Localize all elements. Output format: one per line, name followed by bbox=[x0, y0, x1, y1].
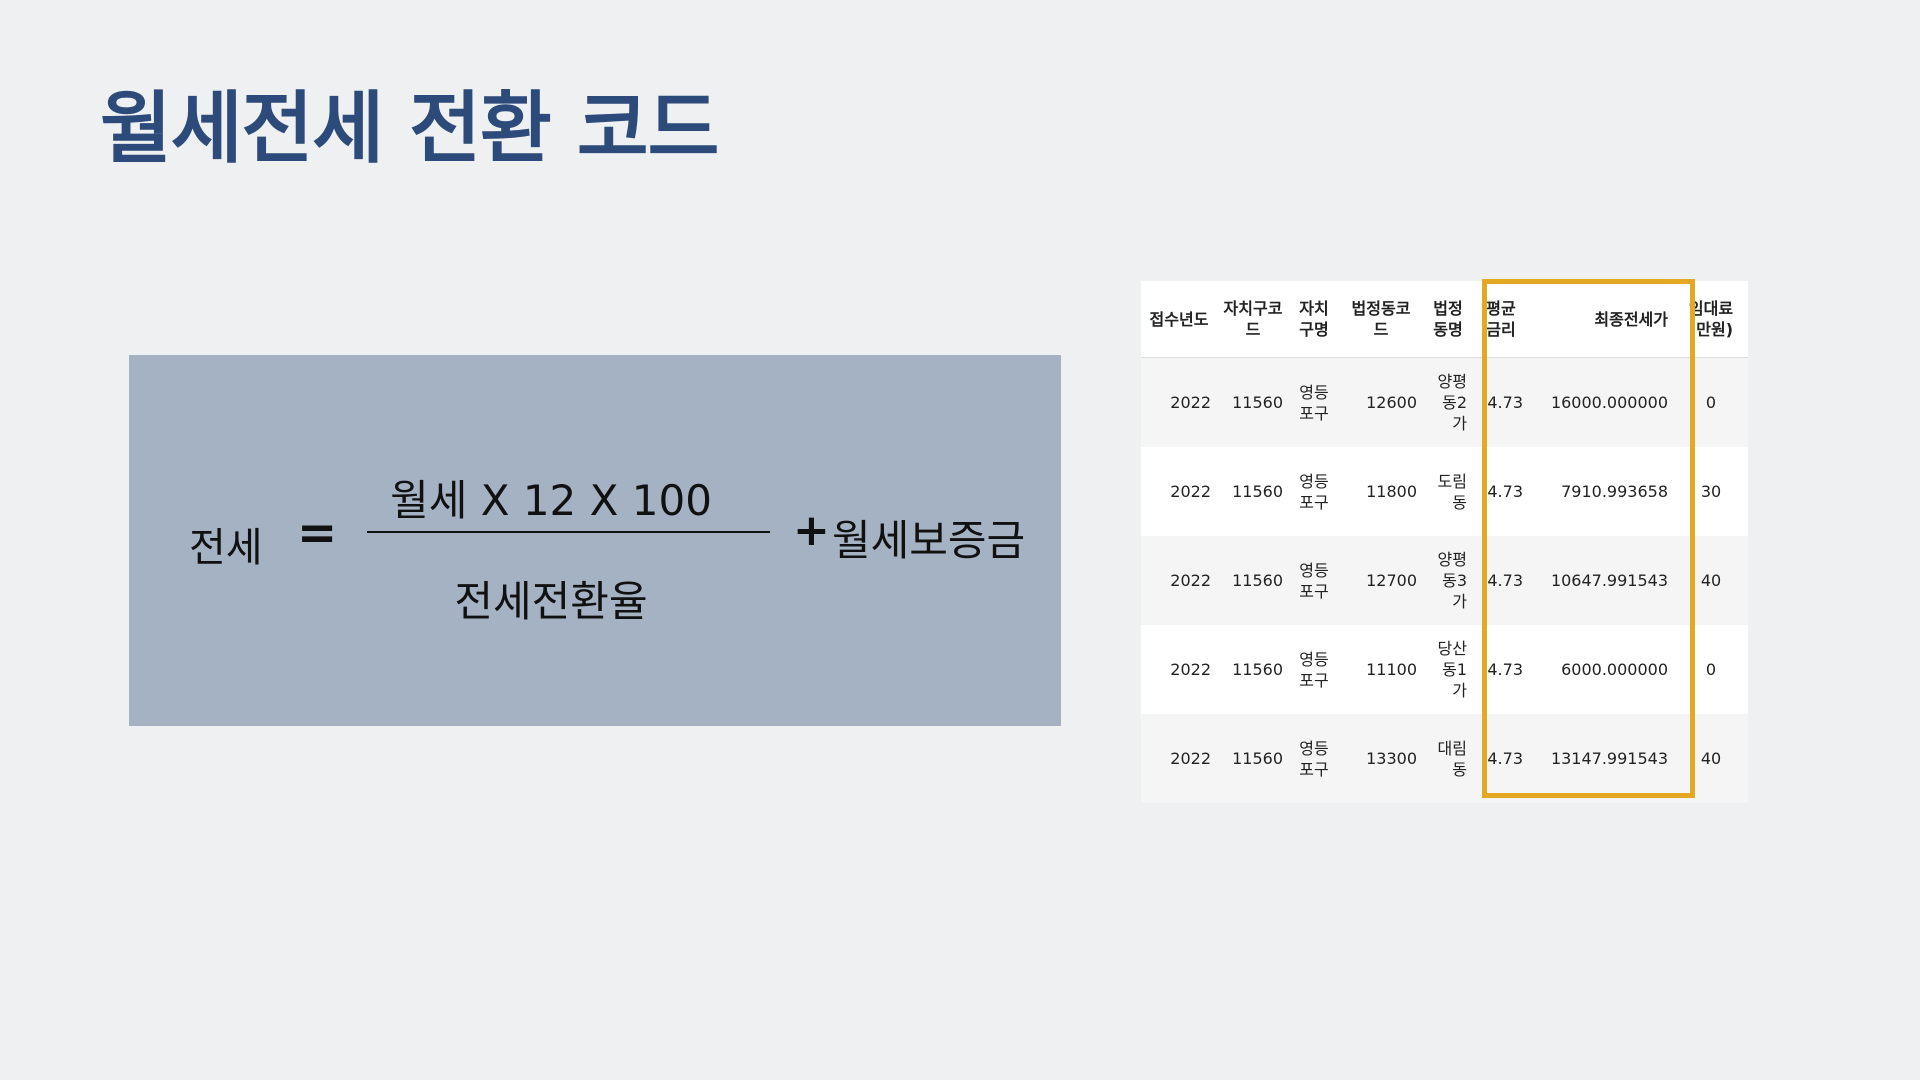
table-cell: 40 bbox=[1674, 714, 1748, 803]
table-cell: 13147.991543 bbox=[1529, 714, 1674, 803]
formula-numerator: 월세 X 12 X 100 bbox=[390, 476, 712, 525]
column-header: 평균금리 bbox=[1473, 281, 1529, 358]
table-cell: 11560 bbox=[1217, 536, 1289, 625]
table-cell: 7910.993658 bbox=[1529, 447, 1674, 536]
table-header-row: 접수년도 자치구코드 자치구명 법정동코드 법정동명 평균금리 최종전세가 임대… bbox=[1141, 281, 1748, 358]
table-cell: 0 bbox=[1674, 357, 1748, 447]
table-cell: 2022 bbox=[1141, 447, 1217, 536]
table-cell: 4.73 bbox=[1473, 536, 1529, 625]
formula-plus: + bbox=[793, 505, 830, 556]
column-header: 최종전세가 bbox=[1529, 281, 1674, 358]
table-cell: 12600 bbox=[1339, 357, 1423, 447]
column-header: 임대료(만원) bbox=[1674, 281, 1748, 358]
table-cell: 4.73 bbox=[1473, 357, 1529, 447]
formula-lhs: 전세 bbox=[189, 525, 263, 571]
table-cell: 16000.000000 bbox=[1529, 357, 1674, 447]
column-header: 접수년도 bbox=[1141, 281, 1217, 358]
column-header: 법정동코드 bbox=[1339, 281, 1423, 358]
table-row: 2022 11560 영등포구 11800 도림동 4.73 7910.9936… bbox=[1141, 447, 1748, 536]
table-cell: 영등포구 bbox=[1289, 447, 1339, 536]
table-cell: 11800 bbox=[1339, 447, 1423, 536]
table-cell: 2022 bbox=[1141, 536, 1217, 625]
table-cell: 11560 bbox=[1217, 447, 1289, 536]
table-cell: 11560 bbox=[1217, 714, 1289, 803]
table-cell: 30 bbox=[1674, 447, 1748, 536]
table-cell: 13300 bbox=[1339, 714, 1423, 803]
table-cell: 2022 bbox=[1141, 714, 1217, 803]
column-header: 자치구코드 bbox=[1217, 281, 1289, 358]
table-cell: 도림동 bbox=[1423, 447, 1473, 536]
table-cell: 영등포구 bbox=[1289, 625, 1339, 714]
table-cell: 대림동 bbox=[1423, 714, 1473, 803]
table-cell: 11100 bbox=[1339, 625, 1423, 714]
table-cell: 11560 bbox=[1217, 625, 1289, 714]
formula-addend: 월세보증금 bbox=[832, 516, 1026, 565]
table-cell: 영등포구 bbox=[1289, 536, 1339, 625]
table-cell: 당산동1가 bbox=[1423, 625, 1473, 714]
data-table: 접수년도 자치구코드 자치구명 법정동코드 법정동명 평균금리 최종전세가 임대… bbox=[1141, 281, 1748, 803]
table-cell: 영등포구 bbox=[1289, 357, 1339, 447]
table-cell: 6000.000000 bbox=[1529, 625, 1674, 714]
table-cell: 12700 bbox=[1339, 536, 1423, 625]
table-cell: 양평동3가 bbox=[1423, 536, 1473, 625]
page-title: 월세전세 전환 코드 bbox=[100, 84, 719, 174]
table-row: 2022 11560 영등포구 12700 양평동3가 4.73 10647.9… bbox=[1141, 536, 1748, 625]
table-cell: 영등포구 bbox=[1289, 714, 1339, 803]
table-cell: 양평동2가 bbox=[1423, 357, 1473, 447]
table-cell: 10647.991543 bbox=[1529, 536, 1674, 625]
table-cell: 0 bbox=[1674, 625, 1748, 714]
table-row: 2022 11560 영등포구 11100 당산동1가 4.73 6000.00… bbox=[1141, 625, 1748, 714]
table-cell: 11560 bbox=[1217, 357, 1289, 447]
formula-box: 전세 = 월세 X 12 X 100 전세전환율 + 월세보증금 bbox=[129, 355, 1061, 726]
fraction-line bbox=[367, 531, 770, 533]
formula-denominator: 전세전환율 bbox=[454, 577, 648, 626]
table-cell: 4.73 bbox=[1473, 714, 1529, 803]
table-cell: 4.73 bbox=[1473, 625, 1529, 714]
table-cell: 2022 bbox=[1141, 625, 1217, 714]
formula-equals: = bbox=[297, 505, 338, 561]
table-cell: 2022 bbox=[1141, 357, 1217, 447]
table-row: 2022 11560 영등포구 13300 대림동 4.73 13147.991… bbox=[1141, 714, 1748, 803]
table-row: 2022 11560 영등포구 12600 양평동2가 4.73 16000.0… bbox=[1141, 357, 1748, 447]
column-header: 법정동명 bbox=[1423, 281, 1473, 358]
column-header: 자치구명 bbox=[1289, 281, 1339, 358]
table-cell: 40 bbox=[1674, 536, 1748, 625]
table-cell: 4.73 bbox=[1473, 447, 1529, 536]
